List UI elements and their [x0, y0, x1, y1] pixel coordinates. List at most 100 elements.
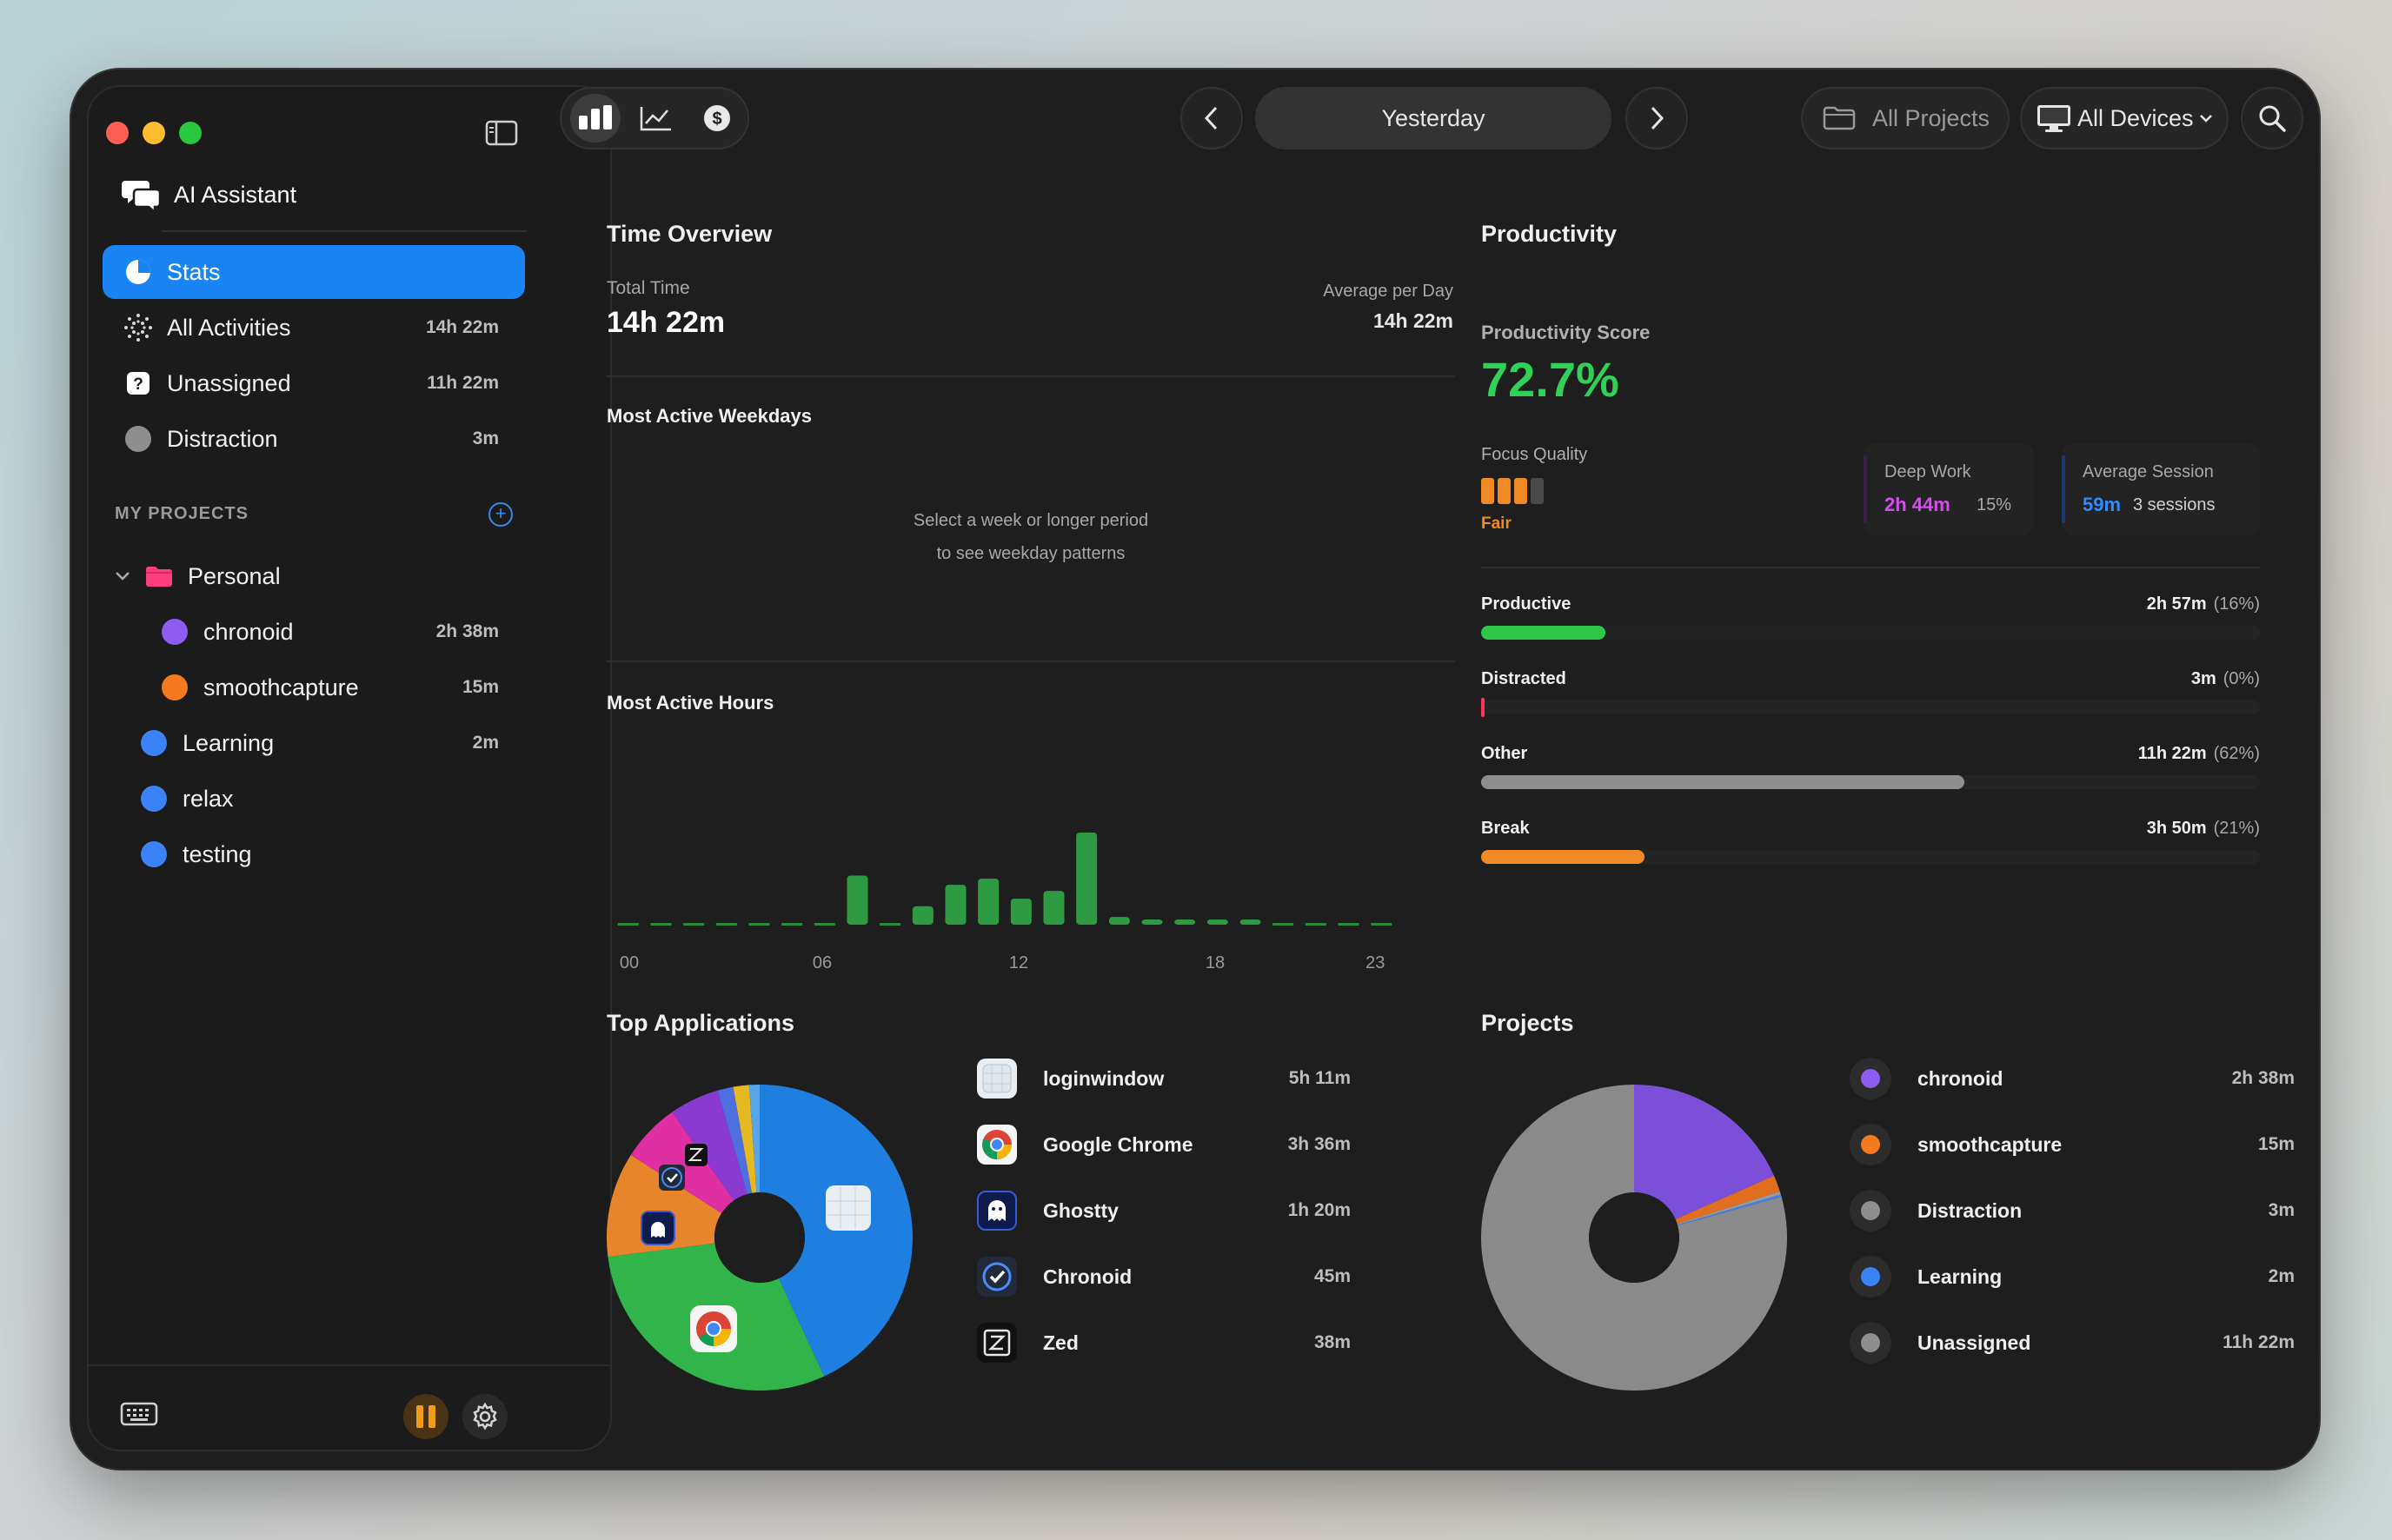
project-slice-unassigned[interactable] [1481, 1085, 1787, 1391]
sidebar-project-smoothcapture[interactable]: smoothcapture 15m [103, 660, 525, 714]
project-slice-smoothcapture[interactable] [1675, 1175, 1780, 1225]
focus-quality-meter [1481, 478, 1544, 504]
hour-bar-1[interactable] [650, 923, 672, 926]
hour-bar-6[interactable] [814, 923, 835, 926]
hour-bar-13[interactable] [1043, 891, 1065, 925]
sidebar-item-value: 2h 38m [435, 621, 499, 641]
sidebar-item-value: 11h 22m [427, 373, 499, 393]
hour-bar-5[interactable] [781, 923, 803, 926]
hour-bar-12[interactable] [1010, 898, 1032, 925]
hour-bar-14[interactable] [1076, 833, 1098, 925]
app-slice-other-7[interactable] [748, 1085, 760, 1193]
projects-filter-button[interactable]: All Projects [1801, 87, 2010, 149]
project-row-unassigned[interactable]: Unassigned 11h 22m [1850, 1321, 2295, 1364]
hour-bar-15[interactable] [1108, 917, 1130, 925]
previous-date-button[interactable] [1180, 87, 1243, 149]
avg-per-day-value: 14h 22m [1372, 309, 1453, 332]
app-donut-hole [714, 1192, 805, 1283]
most-active-hours-chart: 00 06 12 18 23 [617, 833, 1392, 972]
hour-bar-0[interactable] [617, 923, 639, 926]
breakdown-duration: 2h 57m [2146, 594, 2207, 614]
hour-bar-16[interactable] [1141, 919, 1163, 925]
project-row-distraction[interactable]: Distraction 3m [1850, 1189, 2295, 1232]
hour-bar-8[interactable] [880, 923, 901, 926]
focus-segment [1531, 478, 1544, 504]
hour-bar-23[interactable] [1371, 923, 1392, 926]
sidebar-item-unassigned[interactable]: ? Unassigned 11h 22m [103, 356, 525, 410]
app-row-ghostty[interactable]: Ghostty 1h 20m [977, 1189, 1351, 1232]
app-row-zed[interactable]: Zed 38m [977, 1321, 1351, 1364]
project-slice-chronoid[interactable] [1634, 1085, 1774, 1219]
sidebar-bottom-divider [89, 1364, 610, 1366]
hour-bar-7[interactable] [847, 875, 868, 925]
sidebar-item-label: testing [183, 840, 252, 867]
date-picker-button[interactable]: Yesterday [1255, 87, 1611, 149]
focus-quality-label: Focus Quality [1481, 445, 1588, 464]
hour-bar-2[interactable] [683, 923, 705, 926]
app-slice-other-6[interactable] [733, 1085, 757, 1193]
next-date-button[interactable] [1625, 87, 1688, 149]
devices-filter-button[interactable]: All Devices [2020, 87, 2229, 149]
sidebar-item-all-activities[interactable]: All Activities 14h 22m [103, 301, 525, 355]
trend-view-button[interactable] [631, 94, 681, 143]
app-slice-other-5[interactable] [717, 1086, 752, 1195]
hour-bar-9[interactable] [912, 906, 934, 925]
deep-work-percent: 15% [1977, 495, 2012, 514]
pause-tracking-button[interactable] [403, 1394, 448, 1439]
project-dot-icon [139, 840, 169, 869]
project-row-smoothcapture[interactable]: smoothcapture 15m [1850, 1123, 2295, 1166]
sidebar-project-personal[interactable]: Personal [103, 549, 525, 603]
hour-bar-4[interactable] [748, 923, 770, 926]
minimize-window-button[interactable] [143, 122, 165, 144]
hour-bar-17[interactable] [1174, 919, 1196, 925]
breakdown-value-productive: 2h 57m (16%) [1999, 594, 2260, 614]
sidebar-item-label: Stats [167, 258, 221, 285]
sidebar-project-learning[interactable]: Learning 2m [103, 716, 525, 770]
settings-button[interactable] [462, 1394, 508, 1439]
focus-quality-rating: Fair [1481, 514, 1512, 533]
project-row-chronoid[interactable]: chronoid 2h 38m [1850, 1057, 2295, 1100]
app-name: loginwindow [1043, 1066, 1165, 1090]
hour-bar-22[interactable] [1338, 923, 1359, 926]
project-row-learning[interactable]: Learning 2m [1850, 1255, 2295, 1298]
sidebar-project-relax[interactable]: relax [103, 772, 525, 826]
zoom-window-button[interactable] [179, 122, 202, 144]
chevron-left-icon [1204, 106, 1218, 130]
chevron-down-icon[interactable] [110, 571, 136, 581]
app-slice-ghostty[interactable] [607, 1155, 722, 1258]
project-slice-learning[interactable] [1677, 1194, 1782, 1226]
average-session-box: Average Session 59m 3 sessions [2062, 443, 2260, 535]
deep-work-label: Deep Work [1884, 462, 1971, 481]
hour-bar-21[interactable] [1305, 923, 1326, 926]
sidebar-item-stats[interactable]: Stats [103, 245, 525, 299]
app-row-google-chrome[interactable]: Google Chrome 3h 36m [977, 1123, 1351, 1166]
app-row-loginwindow[interactable]: loginwindow 5h 11m [977, 1057, 1351, 1100]
add-project-button[interactable]: + [488, 502, 513, 527]
breakdown-label-other: Other [1481, 744, 1528, 763]
sidebar-item-value: 3m [472, 428, 499, 448]
ai-assistant-button[interactable]: AI Assistant [122, 176, 296, 214]
close-window-button[interactable] [106, 122, 129, 144]
ghostty-icon [641, 1211, 675, 1245]
deep-work-box: Deep Work 2h 44m 15% [1864, 443, 2034, 535]
sidebar-project-chronoid[interactable]: chronoid 2h 38m [103, 605, 525, 659]
search-button[interactable] [2241, 87, 2303, 149]
app-slice-zed[interactable] [672, 1090, 748, 1201]
app-row-chronoid[interactable]: Chronoid 45m [977, 1255, 1351, 1298]
hour-bar-19[interactable] [1239, 919, 1261, 925]
keyboard-icon[interactable] [120, 1401, 158, 1427]
hour-bar-20[interactable] [1272, 923, 1294, 926]
sidebar-project-testing[interactable]: testing [103, 827, 525, 881]
project-slice-distraction[interactable] [1677, 1191, 1781, 1225]
app-slice-chronoid[interactable] [630, 1112, 734, 1213]
hour-bar-10[interactable] [945, 885, 967, 925]
sidebar-item-distraction[interactable]: Distraction 3m [103, 412, 525, 466]
hour-bar-11[interactable] [978, 879, 1000, 925]
billing-view-button[interactable]: $ [692, 94, 742, 143]
bar-chart-view-button[interactable] [570, 94, 621, 143]
hour-bar-3[interactable] [715, 923, 737, 926]
breakdown-label-productive: Productive [1481, 594, 1571, 614]
hour-bar-18[interactable] [1206, 919, 1228, 925]
sidebar-toggle-icon[interactable] [485, 120, 518, 146]
ghostty-icon [977, 1191, 1017, 1231]
